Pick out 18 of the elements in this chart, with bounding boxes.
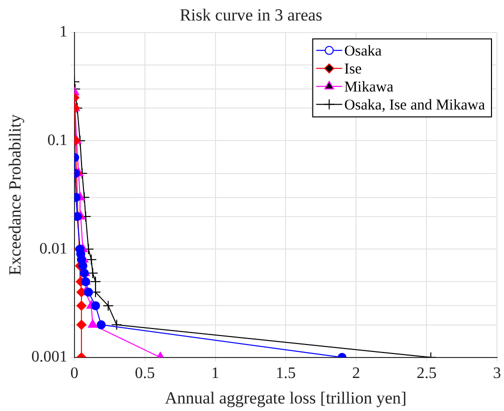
x-tick-label: 1 — [211, 365, 220, 382]
x-tick-label: 3 — [493, 365, 501, 382]
x-tick-label: 0.5 — [134, 365, 155, 382]
x-tick-label: 2.5 — [416, 365, 437, 382]
y-tick-label: 0.1 — [47, 132, 68, 149]
y-tick-label: 0.01 — [39, 240, 68, 258]
x-tick-label: 0 — [70, 365, 78, 382]
y-axis-title: Exceedance Probability — [6, 114, 25, 276]
x-tick-label: 2 — [352, 365, 360, 382]
x-tick-label: 1.5 — [276, 365, 296, 382]
chart-title: Risk curve in 3 areas — [180, 6, 322, 25]
legend-label: Osaka — [344, 43, 382, 60]
legend-label: Osaka, Ise and Mikawa — [344, 97, 486, 114]
legend-label: Ise — [344, 61, 362, 78]
y-tick-label: 1 — [59, 24, 68, 41]
x-axis-title: Annual aggregate loss [trillion yen] — [164, 388, 407, 408]
y-tick-label: 0.001 — [31, 348, 68, 366]
legend-label: Mikawa — [344, 79, 394, 96]
